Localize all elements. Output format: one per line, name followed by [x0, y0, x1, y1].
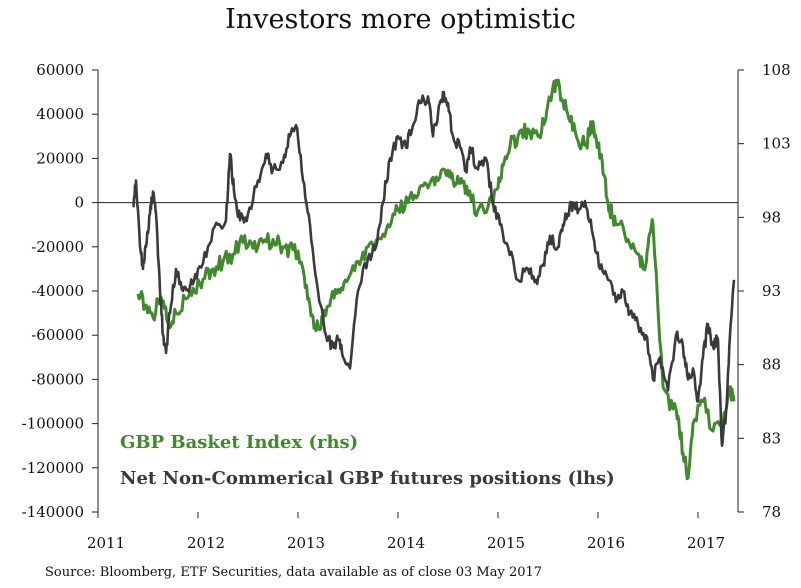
x-tick-label-4: 2015: [487, 534, 525, 552]
y-left-tick-label-7: -80000: [31, 370, 84, 388]
y-right-tick-label-2: 98: [762, 208, 781, 226]
x-tick-label-1: 2012: [187, 534, 225, 552]
series-layer: [132, 78, 736, 481]
y-right-tick-label-1: 103: [762, 135, 791, 153]
y-right-tick-label-3: 93: [762, 282, 781, 300]
legend-gbp-basket: GBP Basket Index (rhs): [120, 432, 358, 453]
legend-net-positions: Net Non-Commerical GBP futures positions…: [120, 468, 615, 489]
y-right-tick-label-4: 88: [762, 356, 781, 374]
source-note: Source: Bloomberg, ETF Securities, data …: [45, 565, 543, 580]
x-tick-label-3: 2014: [387, 534, 425, 552]
y-left-tick-label-3: 0: [74, 194, 84, 212]
y-left-tick-label-2: 20000: [36, 149, 84, 167]
y-left-tick-label-1: 40000: [36, 105, 84, 123]
y-left-tick-label-10: -140000: [22, 503, 84, 521]
y-right-tick-label-0: 108: [762, 61, 791, 79]
x-tick-label-0: 2011: [87, 534, 125, 552]
series-net-positions-line: [132, 90, 736, 447]
y-left-tick-label-0: 60000: [36, 61, 84, 79]
y-right-tick-label-5: 83: [762, 429, 781, 447]
chart-title: Investors more optimistic: [225, 4, 576, 35]
y-right-tick-label-6: 78: [762, 503, 781, 521]
x-tick-label-6: 2017: [687, 534, 725, 552]
x-tick-label-5: 2016: [587, 534, 625, 552]
series-gbp-basket-line: [136, 78, 736, 481]
y-left-tick-label-8: -100000: [22, 415, 84, 433]
y-left-tick-label-6: -60000: [31, 326, 84, 344]
y-left-tick-label-4: -20000: [31, 238, 84, 256]
y-left-tick-label-5: -40000: [31, 282, 84, 300]
x-tick-label-2: 2013: [287, 534, 325, 552]
axes: 60000 40000 20000 0 -20000 -40000 -60000 -80000…: [22, 61, 791, 552]
y-left-tick-label-9: -120000: [22, 459, 84, 477]
